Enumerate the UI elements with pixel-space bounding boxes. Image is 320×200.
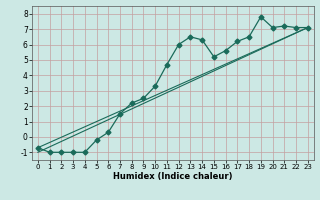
X-axis label: Humidex (Indice chaleur): Humidex (Indice chaleur)	[113, 172, 233, 181]
